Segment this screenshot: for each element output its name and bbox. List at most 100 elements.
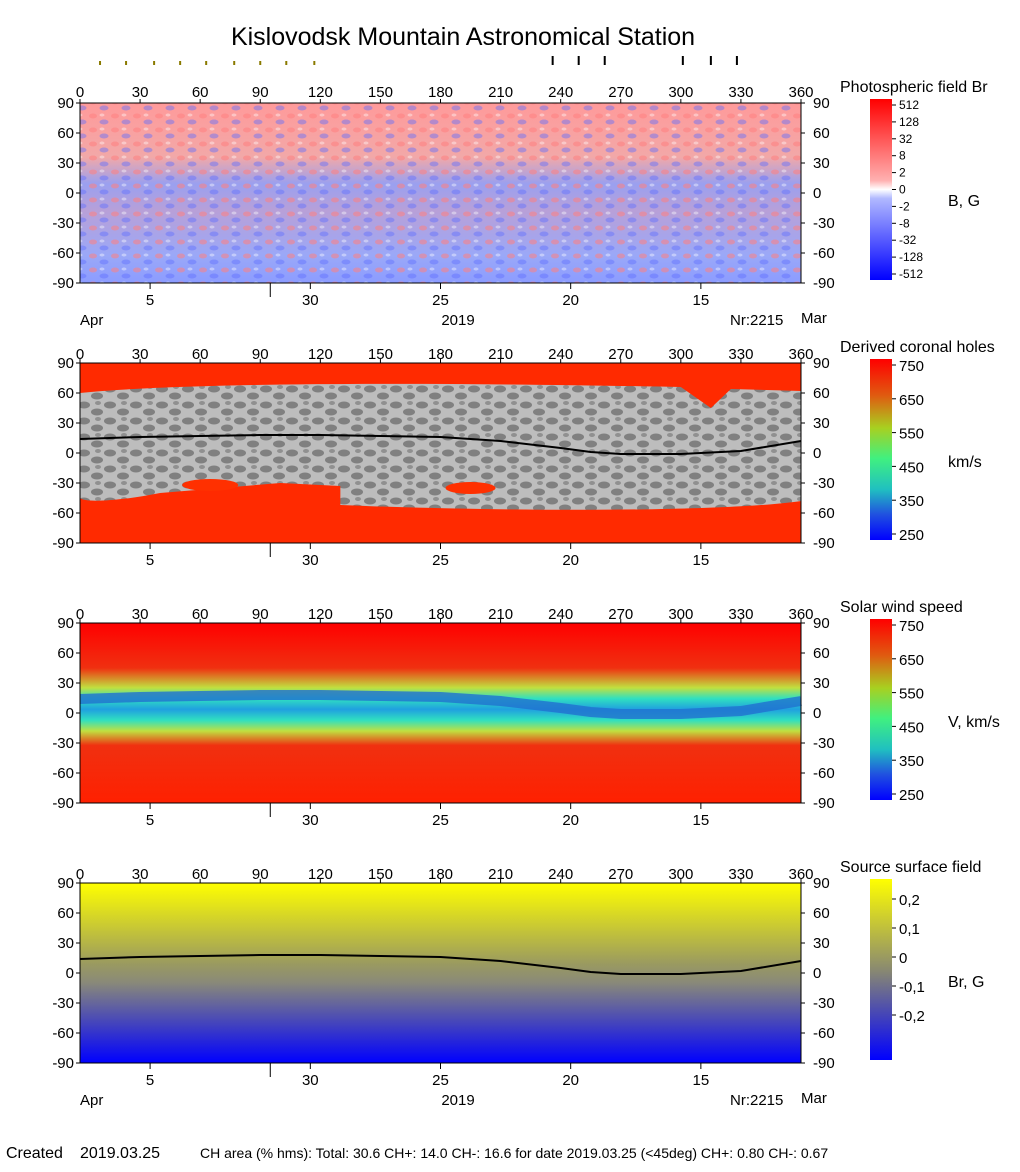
lon-tick-label: 240 <box>548 346 573 363</box>
lon-tick-label: 210 <box>488 866 513 883</box>
lat-tick-label-left: 0 <box>66 965 74 982</box>
lat-tick-label-left: -60 <box>52 765 74 782</box>
date-tick-label: 30 <box>302 292 319 309</box>
lon-tick-label: 180 <box>428 866 453 883</box>
month-right: Mar <box>801 1090 827 1107</box>
lat-tick-label-right: -30 <box>813 735 835 752</box>
lat-tick-label-left: 30 <box>57 935 74 952</box>
lat-tick-label-left: -60 <box>52 245 74 262</box>
major-marker <box>735 56 738 65</box>
lon-tick-label: 330 <box>728 346 753 363</box>
lon-tick-label: 30 <box>132 84 149 101</box>
lon-tick-label: 360 <box>788 866 813 883</box>
lon-tick-label: 360 <box>788 84 813 101</box>
lon-tick-label: 300 <box>668 346 693 363</box>
colorbar-tick-label: 350 <box>899 753 924 770</box>
date-tick-label: 20 <box>562 552 579 569</box>
lat-tick-label-left: 0 <box>66 705 74 722</box>
streamer-belt <box>79 690 802 719</box>
colorbar-tick-label: 2 <box>899 166 906 180</box>
major-marker <box>709 56 712 65</box>
map-texture <box>80 103 801 283</box>
created-date: 2019.03.25 <box>80 1145 160 1162</box>
lon-tick-label: 270 <box>608 866 633 883</box>
date-tick-label: 15 <box>693 1072 710 1089</box>
lat-tick-label-left: 30 <box>57 675 74 692</box>
lat-tick-label-right: 30 <box>813 155 830 172</box>
date-tick-label: 20 <box>562 1072 579 1089</box>
colorbar-tick-label: -0,1 <box>899 979 925 996</box>
lat-tick-label-left: -30 <box>52 735 74 752</box>
lat-tick-label-right: 60 <box>813 905 830 922</box>
major-marker <box>603 56 606 65</box>
date-tick-label: 25 <box>432 292 449 309</box>
date-tick-label: 15 <box>693 292 710 309</box>
lat-tick-label-left: -90 <box>52 795 74 812</box>
lat-tick-label-right: 30 <box>813 935 830 952</box>
lat-tick-label-left: 30 <box>57 155 74 172</box>
colorbar-label: km/s <box>948 454 982 471</box>
observation-markers <box>99 56 738 65</box>
lon-tick-label: 300 <box>668 84 693 101</box>
lon-tick-label: 90 <box>252 606 269 623</box>
coronal-hole-island <box>445 482 496 494</box>
date-tick-label: 25 <box>432 1072 449 1089</box>
lon-tick-label: 210 <box>488 84 513 101</box>
colorbar-label: B, G <box>948 193 980 210</box>
lat-tick-label-left: -60 <box>52 1025 74 1042</box>
lat-tick-label-left: 60 <box>57 645 74 662</box>
major-marker <box>551 56 554 65</box>
lon-tick-label: 30 <box>132 606 149 623</box>
lon-tick-label: 60 <box>192 84 209 101</box>
colorbar-tick-label: 350 <box>899 493 924 510</box>
lon-tick-label: 0 <box>76 346 84 363</box>
lon-tick-label: 300 <box>668 606 693 623</box>
lon-tick-label: 210 <box>488 346 513 363</box>
lat-tick-label-left: -60 <box>52 505 74 522</box>
lon-tick-label: 60 <box>192 606 209 623</box>
minor-marker <box>313 61 316 65</box>
lat-tick-label-right: 90 <box>813 355 830 372</box>
minor-marker <box>153 61 156 65</box>
lon-tick-label: 180 <box>428 346 453 363</box>
colorbar-tick-label: 750 <box>899 358 924 375</box>
lat-tick-label-right: 60 <box>813 385 830 402</box>
date-tick-label: 30 <box>302 552 319 569</box>
major-marker <box>681 56 684 65</box>
date-tick-label: 30 <box>302 812 319 829</box>
lat-tick-label-left: 60 <box>57 125 74 142</box>
lat-tick-label-right: -90 <box>813 795 835 812</box>
minor-marker <box>99 61 102 65</box>
lat-tick-label-right: -60 <box>813 505 835 522</box>
closed-field-region <box>80 383 801 510</box>
colorbar-tick-label: 650 <box>899 392 924 409</box>
lon-tick-label: 150 <box>368 346 393 363</box>
lat-tick-label-right: 0 <box>813 445 821 462</box>
colorbar-tick-label: 0,1 <box>899 921 920 938</box>
month-left: Apr <box>80 1092 103 1109</box>
lon-tick-label: 240 <box>548 84 573 101</box>
lat-tick-label-right: 30 <box>813 675 830 692</box>
lat-tick-label-right: -30 <box>813 215 835 232</box>
colorbar-tick-label: 0 <box>899 950 907 967</box>
lat-tick-label-left: 90 <box>57 615 74 632</box>
lon-tick-label: 270 <box>608 606 633 623</box>
year-label: 2019 <box>441 312 474 329</box>
lon-tick-label: 240 <box>548 606 573 623</box>
major-marker <box>577 56 580 65</box>
date-tick-label: 15 <box>693 552 710 569</box>
lat-tick-label-right: 90 <box>813 95 830 112</box>
lat-tick-label-right: 90 <box>813 875 830 892</box>
colorbar <box>870 359 892 540</box>
lat-tick-label-right: -60 <box>813 245 835 262</box>
lat-tick-label-right: 0 <box>813 705 821 722</box>
lon-tick-label: 270 <box>608 84 633 101</box>
colorbar-tick-label: 650 <box>899 652 924 669</box>
lon-tick-label: 30 <box>132 866 149 883</box>
panel-title: Solar wind speed <box>840 599 963 616</box>
